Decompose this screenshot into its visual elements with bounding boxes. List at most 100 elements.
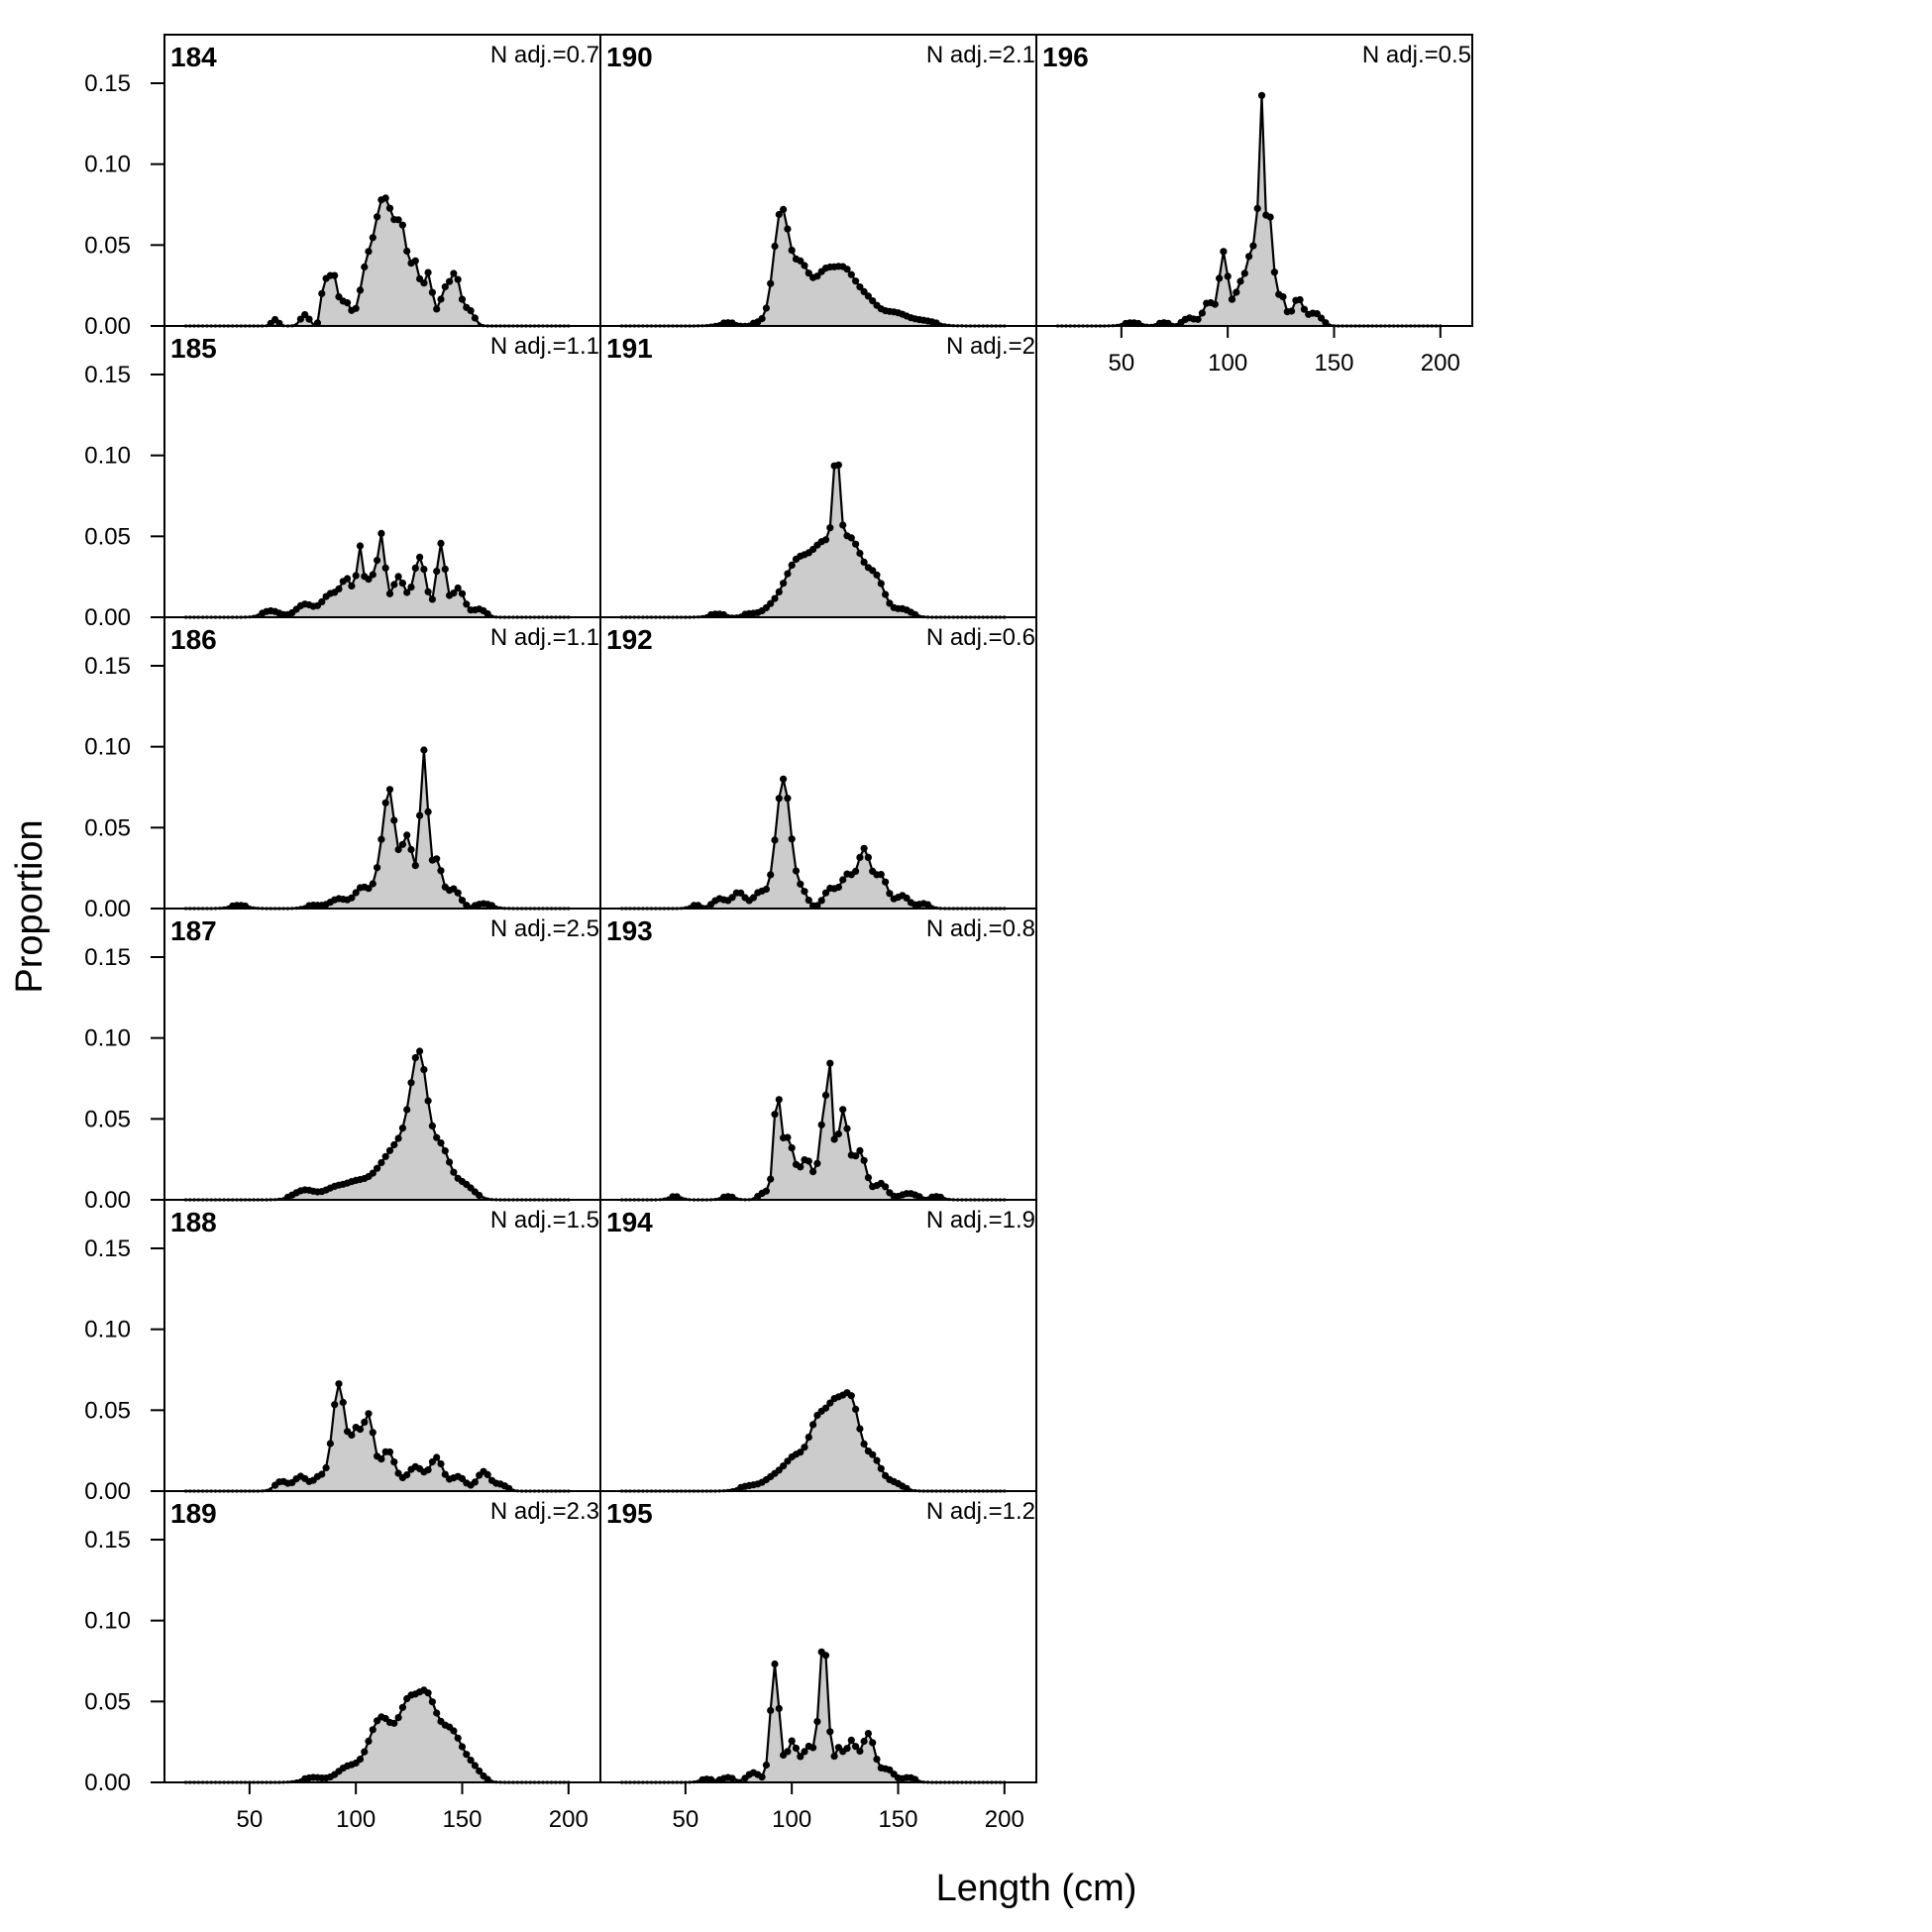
data-point bbox=[788, 1144, 796, 1152]
data-point bbox=[852, 277, 860, 285]
data-point bbox=[903, 894, 911, 903]
panel-184: 184 N adj.=0.7 bbox=[163, 34, 601, 328]
y-tick-label: 0.00 bbox=[84, 1187, 131, 1214]
data-point bbox=[921, 1196, 925, 1200]
data-point bbox=[680, 1196, 684, 1200]
x-axis-title: Length (cm) bbox=[936, 1868, 1137, 1909]
data-point bbox=[471, 314, 479, 322]
data-point bbox=[437, 867, 445, 875]
data-point bbox=[826, 1728, 834, 1736]
panel-title: 194 bbox=[606, 1207, 653, 1237]
data-point bbox=[381, 194, 389, 202]
data-point bbox=[852, 540, 860, 548]
data-point bbox=[767, 599, 775, 607]
panel-192: 192 N adj.=0.6 bbox=[599, 616, 1037, 911]
data-point bbox=[1253, 204, 1261, 212]
data-point bbox=[322, 1463, 330, 1472]
data-point bbox=[471, 1478, 479, 1486]
panel-190-area bbox=[621, 209, 1005, 326]
panel-191-area bbox=[621, 465, 1005, 617]
y-tick-label: 0.05 bbox=[84, 1397, 131, 1424]
data-point bbox=[877, 1464, 885, 1472]
y-tick-label: 0.10 bbox=[84, 1608, 131, 1635]
data-point bbox=[869, 567, 877, 575]
data-point bbox=[758, 315, 766, 323]
x-tick-label: 150 bbox=[1314, 350, 1353, 376]
data-point bbox=[424, 588, 432, 595]
data-point bbox=[1313, 310, 1321, 318]
data-point bbox=[784, 1133, 792, 1141]
data-point bbox=[331, 1401, 339, 1409]
data-point bbox=[809, 1421, 817, 1429]
data-point bbox=[860, 1440, 868, 1448]
data-point bbox=[450, 590, 458, 597]
axes-layer: 0.00 0.05 0.10 0.15 0.00 0.05 0.10 0.15 0.00 0.05… bbox=[84, 70, 1460, 1833]
data-point bbox=[784, 225, 792, 233]
data-point bbox=[365, 1410, 373, 1418]
data-point bbox=[377, 1158, 385, 1167]
data-point bbox=[1194, 315, 1202, 323]
data-point bbox=[801, 262, 808, 269]
data-point bbox=[860, 1737, 868, 1746]
data-point bbox=[830, 1135, 838, 1143]
data-point bbox=[433, 1453, 441, 1461]
data-point bbox=[420, 746, 428, 754]
data-point bbox=[1224, 272, 1232, 280]
data-point bbox=[441, 1470, 449, 1478]
data-point bbox=[403, 1471, 411, 1479]
data-point bbox=[428, 1457, 436, 1466]
data-point bbox=[856, 1425, 864, 1433]
data-point bbox=[352, 572, 360, 580]
data-point bbox=[847, 1736, 855, 1744]
y-tick-label: 0.10 bbox=[84, 734, 131, 761]
data-point bbox=[428, 595, 436, 603]
data-point bbox=[369, 1429, 376, 1437]
data-point bbox=[1270, 268, 1278, 276]
data-point bbox=[839, 876, 847, 884]
y-tick-label: 0.05 bbox=[84, 523, 131, 550]
x-tick-label: 50 bbox=[673, 1806, 699, 1833]
data-point bbox=[348, 1431, 356, 1440]
data-point bbox=[482, 1196, 485, 1200]
data-point bbox=[780, 580, 788, 588]
data-point bbox=[407, 1079, 415, 1087]
panel-title: 186 bbox=[170, 624, 217, 655]
data-point bbox=[437, 1459, 445, 1468]
data-point bbox=[356, 542, 365, 550]
data-point bbox=[813, 272, 821, 280]
panel-195-frame bbox=[599, 1490, 1037, 1783]
y-tick-label: 0.15 bbox=[84, 362, 131, 388]
data-point bbox=[1257, 91, 1266, 99]
data-point bbox=[403, 1106, 411, 1114]
data-point bbox=[348, 894, 356, 902]
data-point bbox=[467, 1757, 475, 1765]
panel-n-adj-label: N adj.=0.6 bbox=[926, 624, 1035, 651]
panel-n-adj-label: N adj.=0.5 bbox=[1362, 42, 1471, 68]
panel-189: 189 N adj.=2.3 bbox=[163, 1490, 601, 1784]
panel-193: 193 N adj.=0.8 bbox=[599, 908, 1037, 1202]
data-point bbox=[365, 576, 373, 584]
data-point bbox=[797, 257, 805, 265]
y-tick-label: 0.05 bbox=[84, 814, 131, 841]
data-point bbox=[411, 257, 419, 265]
data-point bbox=[864, 1730, 873, 1738]
data-point bbox=[446, 1158, 454, 1166]
data-point bbox=[843, 1745, 851, 1753]
x-tick-label: 200 bbox=[1421, 350, 1460, 376]
data-point bbox=[424, 807, 432, 816]
panel-193-area bbox=[621, 1063, 1005, 1200]
data-point bbox=[424, 1689, 432, 1697]
data-point bbox=[813, 1718, 821, 1726]
data-point bbox=[407, 845, 415, 854]
data-point bbox=[762, 1761, 771, 1770]
data-point bbox=[784, 570, 792, 578]
panel-n-adj-label: N adj.=1.1 bbox=[490, 333, 599, 360]
data-point bbox=[433, 855, 441, 863]
data-point bbox=[305, 315, 313, 323]
data-point bbox=[458, 1743, 467, 1751]
data-point bbox=[483, 610, 491, 618]
data-point bbox=[771, 836, 779, 844]
data-point bbox=[398, 1125, 406, 1132]
data-point bbox=[852, 1152, 860, 1160]
data-point bbox=[1288, 307, 1296, 315]
